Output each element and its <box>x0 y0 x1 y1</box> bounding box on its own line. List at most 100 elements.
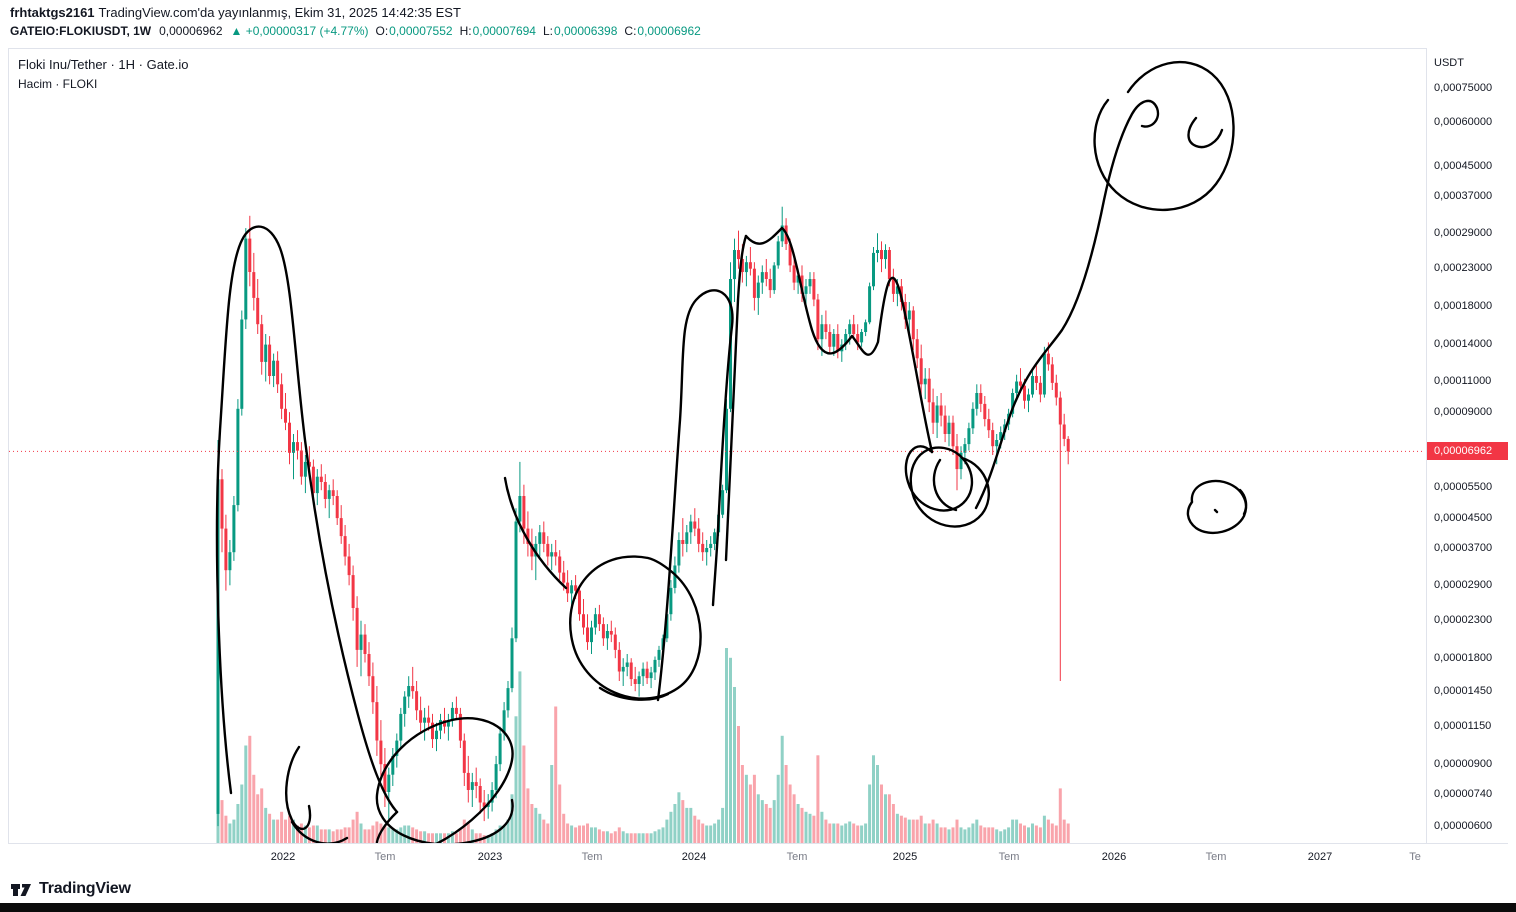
volume-bar <box>1019 823 1022 843</box>
candle-body <box>415 691 419 711</box>
drawing-path <box>744 226 934 454</box>
volume-bar <box>546 823 550 843</box>
volume-bar <box>232 819 236 843</box>
candle-body <box>562 572 566 583</box>
candle-body <box>915 339 919 359</box>
candle-body <box>744 262 748 273</box>
price-axis-label: 0,00014000 <box>1434 338 1493 351</box>
candle-body <box>458 713 462 741</box>
price-axis[interactable]: USDT 0,00075000 0,00060000 0,00045000 0,000… <box>1426 48 1508 843</box>
volume-bar <box>963 829 967 844</box>
volume-bar <box>625 833 629 844</box>
volume-bar <box>1015 819 1019 843</box>
publish-header: frhtaktgs2161 TradingView.com'da yayınlan… <box>10 5 701 39</box>
volume-bar <box>947 829 951 844</box>
candle-body <box>1054 382 1058 398</box>
volume-bar <box>828 823 832 843</box>
candle-body <box>824 324 828 332</box>
candle-body <box>637 676 641 684</box>
candle-body <box>578 590 581 615</box>
candle-body <box>649 672 653 679</box>
candle-body <box>355 607 359 650</box>
volume-bar <box>454 833 458 844</box>
volume-bar <box>955 819 959 843</box>
volume-bar <box>319 829 323 844</box>
time-axis[interactable]: 2022 Tem 2023 Tem 2024 Tem 2025 Tem 2026 Tem 2027 T… <box>8 843 1508 870</box>
candle-body <box>625 662 629 667</box>
candle-body <box>852 324 856 335</box>
price-axis-label: 0,00000900 <box>1434 757 1493 770</box>
volume-bar <box>439 833 442 844</box>
volume-bar <box>852 823 856 843</box>
candle-body <box>947 422 951 434</box>
volume-bar <box>780 735 784 844</box>
candle-body <box>891 279 895 294</box>
publish-info-line: frhtaktgs2161 TradingView.com'da yayınlan… <box>10 5 701 20</box>
volume-bar <box>462 819 466 843</box>
drawing-path <box>569 555 702 701</box>
candle-body <box>435 730 438 740</box>
candle-body <box>331 490 335 496</box>
candle-body <box>383 764 387 792</box>
volume-bar <box>744 774 748 844</box>
volume-bar <box>939 827 943 843</box>
drawing-annotations[interactable] <box>215 60 1248 859</box>
volume-bar <box>597 829 601 844</box>
candle-body <box>256 297 260 325</box>
drawing-path <box>215 225 399 814</box>
time-axis-label: Tem <box>998 851 1020 863</box>
volume-bar <box>796 804 800 843</box>
candle-body <box>887 250 891 280</box>
candle-body <box>713 532 717 544</box>
volume-bar <box>280 811 284 843</box>
ohlc-values: O:0,00007552 H:0,00007694 L:0,00006398 C:0,… <box>369 24 701 38</box>
candle-body <box>725 408 728 491</box>
volume-bar <box>748 784 752 843</box>
candle-body <box>856 334 860 343</box>
candle-body <box>232 505 236 553</box>
candle-body <box>474 782 478 786</box>
candle-body <box>613 634 617 650</box>
candle-body <box>450 707 454 721</box>
volume-bar <box>490 833 494 844</box>
volume-bar <box>403 825 407 844</box>
candle-body <box>311 466 315 494</box>
ohlc-high-value: 0,00007694 <box>472 24 536 38</box>
volume-bar <box>621 831 625 843</box>
candle-body <box>542 532 546 544</box>
volume-bar <box>601 831 605 843</box>
tradingview-logo[interactable] <box>10 878 32 900</box>
candle-body <box>323 482 327 499</box>
volume-bar <box>681 800 685 843</box>
volume-bar <box>288 815 291 843</box>
candle-body <box>498 733 502 765</box>
time-axis-label: 2023 <box>477 851 503 863</box>
candle-body <box>788 244 792 266</box>
volume-bar <box>268 813 272 844</box>
volume-bar <box>538 813 542 844</box>
candle-body <box>264 344 268 362</box>
volume-bar <box>967 827 971 843</box>
volume-bar <box>518 671 522 843</box>
volume-bar <box>637 833 641 844</box>
volume-bar <box>335 829 339 844</box>
price-axis-label: 0,00002300 <box>1434 614 1493 627</box>
drawing-path <box>1186 479 1248 535</box>
volume-bar <box>411 827 415 843</box>
price-axis-label: 0,00001150 <box>1434 720 1492 733</box>
volume-bar <box>570 825 574 844</box>
volume-bar <box>1062 819 1066 843</box>
volume-bar <box>709 825 713 844</box>
candle-body <box>296 442 299 451</box>
symbol-name: GATEIO:FLOKIUSDT, 1W <box>10 24 152 38</box>
volume-bar <box>1003 829 1007 844</box>
candle-body <box>292 442 295 453</box>
candle-body <box>721 490 725 515</box>
volume-bar <box>943 827 947 843</box>
volume-bar <box>315 825 319 844</box>
price-axis-label: 0,00075000 <box>1434 81 1493 94</box>
candle-body <box>943 415 947 434</box>
candle-body <box>999 432 1003 440</box>
candle-body <box>1058 397 1062 425</box>
